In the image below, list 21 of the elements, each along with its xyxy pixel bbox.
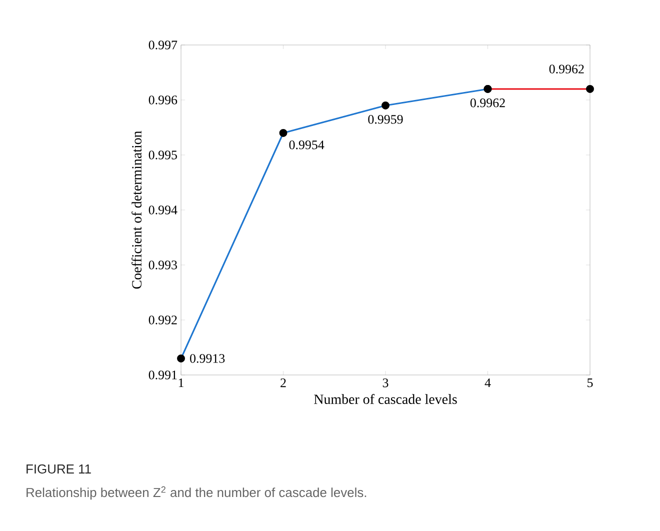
y-tick-label: 0.997 [148, 40, 178, 50]
y-tick-label: 0.991 [148, 370, 177, 380]
x-tick-label: 1 [178, 378, 184, 388]
y-tick-label: 0.994 [148, 206, 178, 214]
text: Relationship between Z$^{2}$ and the number of cascade levels. [26, 486, 366, 500]
y-axis-title: Coefficient of determination [132, 130, 142, 289]
data-label: 0.9913 [190, 354, 225, 363]
x-tick-label: 2 [280, 378, 286, 388]
data-label: 0.9962 [549, 64, 584, 74]
y-tick-label: 0.995 [148, 150, 177, 160]
y-tick-label: 0.993 [148, 260, 177, 270]
x-tick-label: 5 [588, 378, 593, 388]
x-axis-title: Number of cascade levels [314, 394, 457, 404]
data-label: 0.9959 [368, 115, 403, 124]
data-label: 0.9954 [289, 140, 324, 150]
caption: FIGURE 11 [26, 464, 91, 474]
y-tick-label: 0.992 [148, 316, 177, 324]
y-tick-label: 0.996 [148, 96, 178, 104]
x-tick-label: 4 [484, 378, 491, 388]
x-tick-label: 3 [382, 378, 388, 388]
data-label: 0.9962 [470, 98, 505, 108]
